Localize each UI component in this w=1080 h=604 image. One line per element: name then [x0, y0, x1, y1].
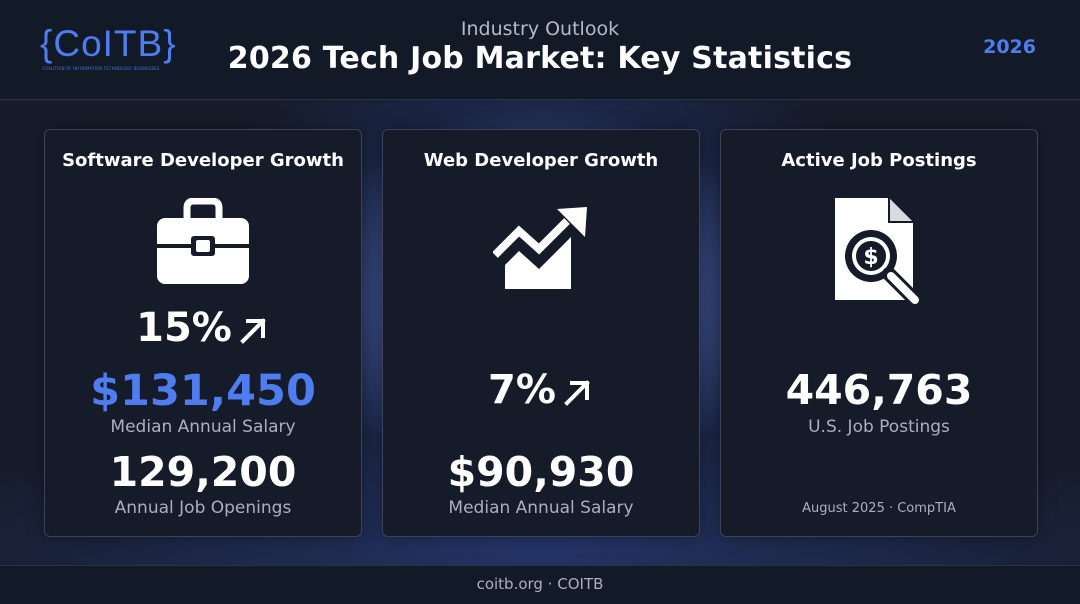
- card-title: Software Developer Growth: [62, 150, 344, 171]
- card-title: Web Developer Growth: [423, 150, 659, 171]
- salary-value: $131,450: [90, 366, 316, 416]
- coitb-logo[interactable]: {CoITB} COALITION OF INFORMATION TECHNOL…: [40, 22, 190, 72]
- svg-text:$: $: [863, 245, 878, 270]
- document-search-dollar-icon: $: [835, 198, 924, 309]
- page-kicker: Industry Outlook: [460, 18, 620, 40]
- briefcase-icon: [157, 198, 249, 284]
- salary-value: $90,930: [447, 448, 635, 496]
- openings-label: Annual Job Openings: [114, 498, 292, 518]
- header: {CoITB} COALITION OF INFORMATION TECHNOL…: [0, 0, 1080, 100]
- growth-stat: 15%: [45, 305, 361, 351]
- postings-label: U.S. Job Postings: [808, 417, 950, 437]
- footer: coitb.org · COITB: [0, 565, 1080, 604]
- year-badge: 2026: [983, 36, 1036, 58]
- growth-value: 7%: [488, 367, 556, 413]
- trend-chart-icon: [493, 207, 587, 289]
- arrow-up-right-icon: [564, 380, 590, 406]
- salary-label: Median Annual Salary: [110, 417, 296, 437]
- growth-stat: 7%: [383, 367, 699, 413]
- card-web-developer: Web Developer Growth 7% $90,930 Median A…: [382, 129, 700, 537]
- postings-value: 446,763: [785, 366, 973, 414]
- logo-tagline: COALITION OF INFORMATION TECHNOLOGY BUSI…: [42, 66, 160, 71]
- footer-link[interactable]: coitb.org · COITB: [476, 575, 604, 593]
- salary-label: Median Annual Salary: [448, 498, 634, 518]
- card-active-postings: Active Job Postings $ 446,763 U.S. Job P…: [720, 129, 1038, 537]
- card-title: Active Job Postings: [781, 150, 977, 171]
- arrow-up-right-icon: [240, 318, 266, 344]
- page-title: 2026 Tech Job Market: Key Statistics: [227, 41, 853, 76]
- growth-value: 15%: [136, 305, 232, 351]
- source-note: August 2025 · CompTIA: [802, 501, 956, 516]
- openings-value: 129,200: [109, 448, 297, 496]
- card-software-developer: Software Developer Growth 15% $131,450 M…: [44, 129, 362, 537]
- logo-text: {CoITB}: [40, 23, 177, 64]
